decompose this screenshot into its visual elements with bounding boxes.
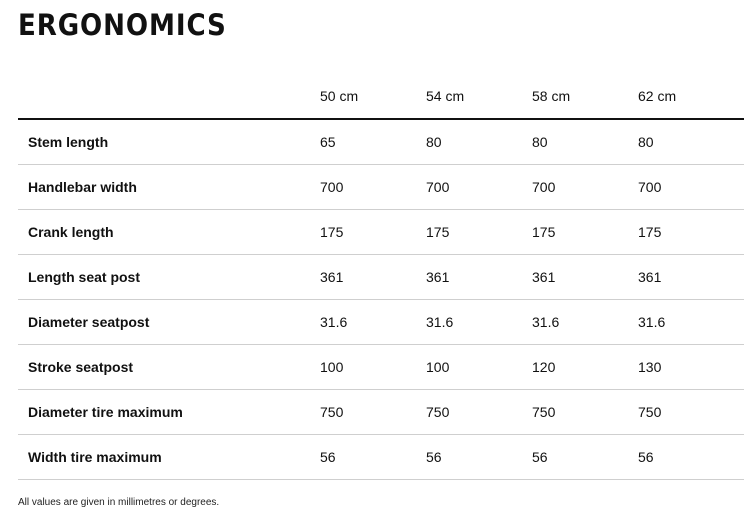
cell-value: 361 (320, 254, 426, 300)
row-label: Stem length (18, 119, 320, 165)
cell-value: 31.6 (532, 299, 638, 345)
row-label: Length seat post (18, 254, 320, 300)
table-row: Diameter tire maximum 750 750 750 750 (18, 389, 744, 435)
cell-value: 56 (320, 434, 426, 480)
row-label: Crank length (18, 209, 320, 255)
table-row: Stroke seatpost 100 100 120 130 (18, 344, 744, 390)
cell-value: 750 (638, 389, 744, 435)
cell-value: 130 (638, 344, 744, 390)
table-row: Stem length 65 80 80 80 (18, 119, 744, 165)
cell-value: 750 (532, 389, 638, 435)
cell-value: 100 (320, 344, 426, 390)
table-header: 50 cm 54 cm 58 cm 62 cm (18, 73, 744, 120)
cell-value: 750 (426, 389, 532, 435)
table-row: Length seat post 361 361 361 361 (18, 254, 744, 300)
header-size-62: 62 cm (638, 73, 744, 120)
cell-value: 175 (426, 209, 532, 255)
cell-value: 361 (638, 254, 744, 300)
table-row: Width tire maximum 56 56 56 56 (18, 434, 744, 480)
cell-value: 700 (532, 164, 638, 210)
header-size-54: 54 cm (426, 73, 532, 120)
row-label: Handlebar width (18, 164, 320, 210)
header-size-50: 50 cm (320, 73, 426, 120)
cell-value: 80 (426, 119, 532, 165)
table-body: Stem length 65 80 80 80 Handlebar width … (18, 119, 744, 480)
cell-value: 56 (638, 434, 744, 480)
cell-value: 175 (320, 209, 426, 255)
cell-value: 700 (638, 164, 744, 210)
cell-value: 361 (426, 254, 532, 300)
page-title: ERGONOMICS (18, 8, 227, 42)
cell-value: 175 (532, 209, 638, 255)
cell-value: 80 (532, 119, 638, 165)
table-row: Diameter seatpost 31.6 31.6 31.6 31.6 (18, 299, 744, 345)
cell-value: 700 (426, 164, 532, 210)
table-row: Crank length 175 175 175 175 (18, 209, 744, 255)
cell-value: 750 (320, 389, 426, 435)
cell-value: 56 (426, 434, 532, 480)
cell-value: 100 (426, 344, 532, 390)
ergonomics-table: 50 cm 54 cm 58 cm 62 cm Stem length 65 8… (18, 73, 744, 480)
header-row: 50 cm 54 cm 58 cm 62 cm (18, 73, 744, 120)
cell-value: 175 (638, 209, 744, 255)
cell-value: 361 (532, 254, 638, 300)
cell-value: 31.6 (426, 299, 532, 345)
row-label: Diameter tire maximum (18, 389, 320, 435)
row-label: Stroke seatpost (18, 344, 320, 390)
cell-value: 700 (320, 164, 426, 210)
row-label: Diameter seatpost (18, 299, 320, 345)
cell-value: 31.6 (320, 299, 426, 345)
cell-value: 65 (320, 119, 426, 165)
cell-value: 56 (532, 434, 638, 480)
row-label: Width tire maximum (18, 434, 320, 480)
table-row: Handlebar width 700 700 700 700 (18, 164, 744, 210)
cell-value: 120 (532, 344, 638, 390)
cell-value: 80 (638, 119, 744, 165)
footnote: All values are given in millimetres or d… (18, 497, 220, 508)
header-size-58: 58 cm (532, 73, 638, 120)
header-label-column (18, 73, 320, 120)
cell-value: 31.6 (638, 299, 744, 345)
